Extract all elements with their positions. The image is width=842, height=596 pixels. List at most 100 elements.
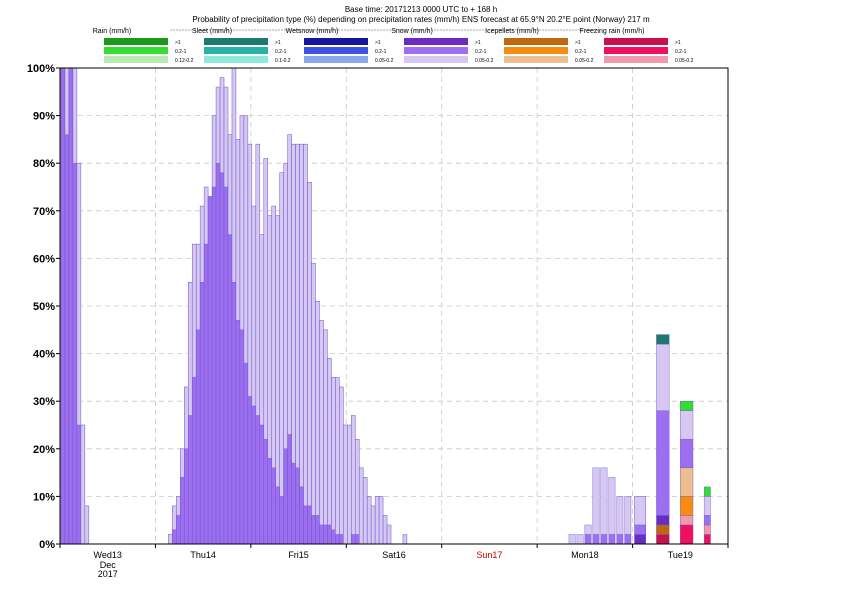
bar-snow-mid-38 (211, 186, 217, 545)
late-bar-6-seg-0 (616, 534, 624, 545)
late-bar-11 (680, 401, 694, 545)
late-bar-10-seg-2 (656, 515, 670, 526)
late-bar-7 (624, 496, 632, 545)
bar-snow-mid-61 (303, 505, 308, 545)
bar-snow-mid-36 (203, 243, 209, 545)
bar-snow-low-27 (168, 534, 173, 545)
late-bar-9-seg-2 (634, 496, 646, 526)
late-bar-6-seg-1 (616, 496, 624, 535)
bar-snow-mid-40 (219, 172, 225, 545)
legend-group-title-3: Snow (mm/h) (391, 28, 433, 35)
late-bar-2 (584, 524, 592, 545)
bar-snow-mid-32 (188, 415, 193, 545)
legend-swatch-3-2 (404, 56, 468, 63)
late-bar-12-seg-3 (703, 496, 711, 516)
x-tick-month: Dec (100, 560, 117, 570)
late-bar-11-seg-6 (680, 401, 694, 411)
legend-svg: Rain (mm/h) >1 0.2-1 0.12-0.2 Sleet (mm/h) >1… (93, 28, 694, 64)
late-bar-5-seg-1 (608, 477, 616, 535)
bar-snow-low-67 (327, 358, 332, 545)
y-tick-label-4: 40% (33, 349, 55, 361)
x-tick-label-4: Sun17 (476, 550, 502, 560)
legend-swatch-4-1 (504, 47, 568, 54)
bar-snow-low-66 (323, 329, 328, 545)
late-bar-4 (600, 467, 608, 545)
bar-snow-mid-3 (72, 162, 78, 545)
legend-level-2-2: 0.05-0.2 (375, 58, 394, 64)
y-tick-label-3: 30% (33, 396, 55, 408)
legend: Rain (mm/h) >1 0.2-1 0.12-0.2 Sleet (mm/h) >1… (0, 0, 842, 66)
late-bar-12-seg-1 (703, 524, 711, 535)
y-tick-label-6: 60% (33, 253, 55, 265)
legend-level-0-1: 0.2-1 (175, 49, 187, 55)
bar-snow-low-63 (311, 262, 316, 545)
late-bar-11-seg-1 (680, 515, 694, 526)
late-bar-10-seg-4 (656, 343, 670, 411)
late-bar-1-seg-0 (576, 534, 584, 545)
late-bar-10 (656, 334, 670, 545)
legend-level-4-2: 0.05-0.2 (575, 58, 594, 64)
legend-swatch-1-2 (204, 56, 268, 63)
late-bar-3 (592, 467, 600, 545)
bar-snow-mid-48 (251, 405, 257, 545)
legend-swatch-4-2 (504, 56, 568, 63)
x-tick-label-2: Fri15 (288, 550, 309, 560)
y-tick-label-0: 0% (39, 539, 55, 551)
bar-snow-mid-47 (247, 396, 253, 545)
bar-snow-low-64 (315, 300, 320, 545)
late-bar-4-seg-0 (600, 534, 608, 545)
bar-snow-mid-56 (283, 448, 288, 545)
x-tick-label-3: Sat16 (382, 550, 406, 560)
late-bar-1 (576, 534, 584, 545)
bar-snow-mid-60 (299, 486, 304, 545)
legend-swatch-4-0 (504, 38, 568, 45)
legend-swatch-3-0 (404, 38, 468, 45)
bar-snow-mid-28 (172, 529, 177, 545)
bar-snow-low-61 (303, 143, 308, 545)
bar-snow-mid-66 (323, 524, 328, 545)
bar-snow-mid-73 (351, 534, 356, 545)
legend-swatch-0-1 (104, 47, 168, 54)
legend-level-1-0: >1 (275, 40, 281, 46)
legend-level-3-2: 0.05-0.2 (475, 58, 494, 64)
late-bar-3-seg-1 (592, 467, 600, 535)
legend-swatch-0-2 (104, 56, 168, 63)
legend-swatch-5-1 (604, 47, 668, 54)
bar-snow-mid-54 (275, 486, 280, 545)
legend-swatch-1-0 (204, 38, 268, 45)
bar-snow-mid-67 (327, 524, 332, 545)
legend-swatch-2-1 (304, 47, 368, 54)
y-tick-label-7: 70% (33, 206, 55, 218)
late-bar-12-seg-4 (703, 486, 711, 497)
legend-level-1-2: 0.1-0.2 (275, 58, 291, 64)
y-tick-label-1: 10% (33, 491, 55, 503)
x-tick-label-6: Tue19 (668, 550, 693, 560)
late-bar-7-seg-0 (624, 534, 632, 545)
legend-group-title-5: Freezing rain (mm/h) (580, 28, 645, 35)
bar-snow-mid-29 (176, 515, 181, 545)
legend-group-title-1: Sleet (mm/h) (192, 28, 232, 35)
bar-snow-mid-74 (355, 534, 360, 545)
bar-snow-low-71 (343, 424, 348, 545)
legend-swatch-2-2 (304, 56, 368, 63)
bar-snow-low-81 (382, 515, 388, 545)
bar-snow-mid-34 (195, 329, 201, 545)
bar-snow-low-74 (354, 439, 360, 545)
bar-snow-mid-62 (307, 505, 312, 545)
bar-snow-mid-55 (279, 496, 284, 545)
bar-snow-mid-4 (76, 424, 82, 545)
bar-snow-mid-37 (207, 196, 213, 545)
legend-swatch-0-0 (104, 38, 168, 45)
bar-snow-mid-41 (223, 186, 229, 545)
y-tick-label-5: 50% (33, 301, 55, 313)
bar-snow-low-6 (84, 505, 90, 545)
bar-snow-low-5 (80, 424, 86, 545)
legend-level-5-2: 0.05-0.2 (675, 58, 694, 64)
bar-snow-low-82 (386, 524, 392, 545)
legend-level-3-1: 0.2-1 (475, 49, 487, 55)
bar-snow-low-70 (339, 386, 344, 545)
late-bar-11-seg-2 (680, 496, 694, 516)
bar-snow-mid-70 (339, 534, 344, 545)
chart-title-line1: Base time: 20171213 0000 UTC to + 168 h (344, 5, 498, 14)
bar-snow-low-60 (299, 143, 304, 545)
